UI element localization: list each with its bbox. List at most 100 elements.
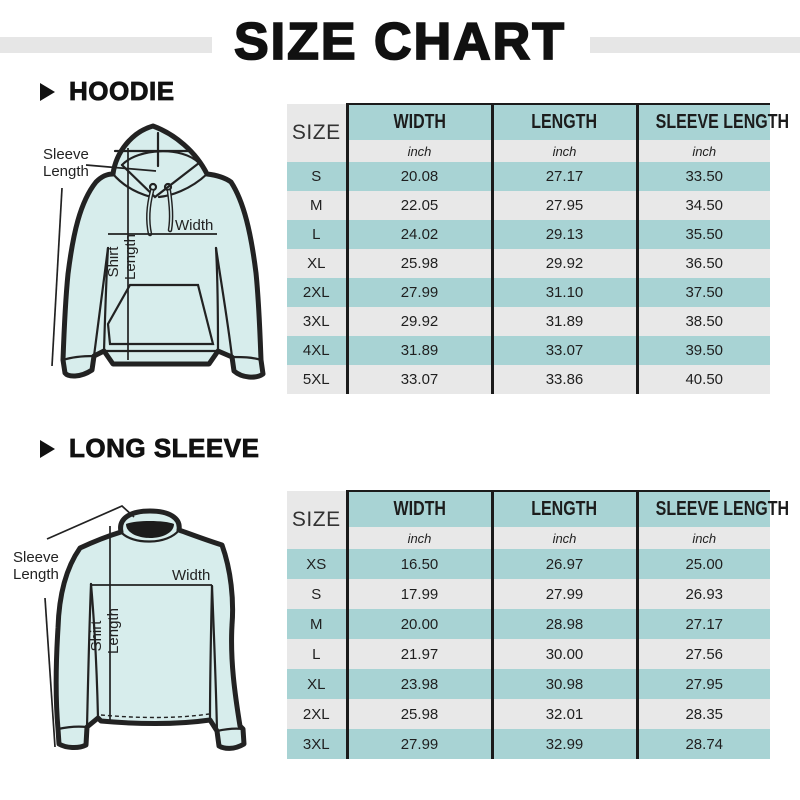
sleeve-length-cell: 26.93 bbox=[635, 579, 770, 609]
table-row: L 24.02 29.13 35.50 bbox=[287, 220, 770, 249]
size-cell: 3XL bbox=[287, 307, 347, 336]
width-cell: 22.05 bbox=[345, 191, 492, 220]
left-body-side-seam bbox=[89, 582, 100, 720]
sleeve-length-column-header: SLEEVE LENGTH bbox=[635, 103, 789, 140]
length-cell: 27.95 bbox=[490, 191, 637, 220]
unit-cell: inch bbox=[490, 140, 637, 162]
sleeve-length-label-line2: Length bbox=[13, 566, 59, 583]
hood-base-left-seam bbox=[111, 172, 153, 199]
sleeve-length-cell: 25.00 bbox=[635, 549, 770, 579]
size-cell: 2XL bbox=[287, 278, 347, 307]
length-cell: 30.98 bbox=[490, 669, 637, 699]
width-cell: 27.99 bbox=[345, 278, 492, 307]
length-cell: 27.17 bbox=[490, 162, 637, 191]
sleeve-length-cell: 34.50 bbox=[635, 191, 770, 220]
left-sleeve-inner-seam bbox=[85, 582, 93, 729]
hood-opening-seam bbox=[120, 161, 201, 199]
right-cuff-seam bbox=[230, 355, 263, 362]
length-cell: 33.07 bbox=[490, 336, 637, 365]
kangaroo-pocket bbox=[106, 283, 215, 346]
long-sleeve-section-heading: LONG SLEEVE bbox=[40, 433, 259, 464]
sleeve-length-cell: 36.50 bbox=[635, 249, 770, 278]
sleeve-length-cell: 35.50 bbox=[635, 220, 770, 249]
size-cell: XS bbox=[287, 549, 347, 579]
unit-cell: inch bbox=[490, 527, 637, 549]
size-cell: M bbox=[287, 609, 347, 639]
table-row: XL 25.98 29.92 36.50 bbox=[287, 249, 770, 278]
title-decor-bar-right bbox=[590, 37, 800, 53]
sleeve-length-column-header: SLEEVE LENGTH bbox=[635, 490, 789, 527]
inner-collar bbox=[126, 521, 174, 538]
table-row: 3XL 29.92 31.89 38.50 bbox=[287, 307, 770, 336]
width-cell: 33.07 bbox=[345, 365, 492, 394]
length-column-header: LENGTH bbox=[490, 103, 637, 140]
triangle-bullet-icon bbox=[40, 439, 55, 458]
table-row: XS 16.50 26.97 25.00 bbox=[287, 549, 770, 579]
width-cell: 27.99 bbox=[345, 729, 492, 759]
sleeve-length-cell: 38.50 bbox=[635, 307, 770, 336]
width-cell: 16.50 bbox=[345, 549, 492, 579]
right-drawstring-highlight bbox=[168, 190, 172, 231]
right-sleeve-inner-seam bbox=[210, 584, 219, 733]
sleeve-length-cell: 27.17 bbox=[635, 609, 770, 639]
table-row: 3XL 27.99 32.99 28.74 bbox=[287, 729, 770, 759]
long-sleeve-body-outline bbox=[53, 508, 247, 751]
length-column-header: LENGTH bbox=[490, 490, 637, 527]
long-sleeve-size-table: SIZE WIDTH LENGTH SLEEVE LENGTH inch inc… bbox=[287, 490, 789, 759]
long-sleeve-heading-label: LONG SLEEVE bbox=[69, 433, 260, 464]
sleeve-length-cell: 28.74 bbox=[635, 729, 770, 759]
triangle-bullet-icon bbox=[40, 82, 55, 101]
size-cell: XL bbox=[287, 669, 347, 699]
hoodie-body-outline bbox=[60, 123, 266, 380]
width-cell: 23.98 bbox=[345, 669, 492, 699]
size-cell: M bbox=[287, 191, 347, 220]
size-cell: S bbox=[287, 162, 347, 191]
length-cell: 31.89 bbox=[490, 307, 637, 336]
width-cell: 31.89 bbox=[345, 336, 492, 365]
title-decor-bar-left bbox=[0, 37, 212, 53]
long-sleeve-illustration: Sleeve Length Width Shirt Length bbox=[13, 504, 247, 751]
right-cuff-seam bbox=[215, 727, 245, 733]
width-cell: 29.92 bbox=[345, 307, 492, 336]
hood-base-right-seam bbox=[157, 172, 209, 199]
size-column-header: SIZE bbox=[287, 491, 347, 549]
unit-cell: inch bbox=[635, 527, 770, 549]
width-cell: 21.97 bbox=[345, 639, 492, 669]
hoodie-heading-label: HOODIE bbox=[69, 76, 175, 107]
length-cell: 31.10 bbox=[490, 278, 637, 307]
table-row: S 20.08 27.17 33.50 bbox=[287, 162, 770, 191]
unit-cell: inch bbox=[635, 140, 770, 162]
sleeve-length-cell: 27.56 bbox=[635, 639, 770, 669]
width-cell: 17.99 bbox=[345, 579, 492, 609]
length-cell: 28.98 bbox=[490, 609, 637, 639]
length-cell: 29.13 bbox=[490, 220, 637, 249]
size-cell: XL bbox=[287, 249, 347, 278]
size-cell: S bbox=[287, 579, 347, 609]
length-label: Length bbox=[122, 234, 139, 280]
hoodie-size-table: SIZE WIDTH LENGTH SLEEVE LENGTH inch inc… bbox=[287, 103, 789, 394]
table-row: M 22.05 27.95 34.50 bbox=[287, 191, 770, 220]
sleeve-length-cell: 40.50 bbox=[635, 365, 770, 394]
length-cell: 32.01 bbox=[490, 699, 637, 729]
hoodie-section-heading: HOODIE bbox=[40, 76, 175, 107]
width-column-header: WIDTH bbox=[345, 103, 492, 140]
length-cell: 30.00 bbox=[490, 639, 637, 669]
sleeve-length-label-line2: Length bbox=[43, 163, 89, 180]
sleeve-length-measure-line bbox=[51, 187, 63, 367]
unit-cell: inch bbox=[345, 140, 492, 162]
width-label: Width bbox=[175, 217, 213, 234]
shirt-label: Shirt bbox=[88, 620, 105, 652]
table-row: XL 23.98 30.98 27.95 bbox=[287, 669, 770, 699]
hoodie-illustration: Sleeve Length Width Shirt Length bbox=[43, 123, 266, 380]
length-cell: 33.86 bbox=[490, 365, 637, 394]
size-cell: L bbox=[287, 639, 347, 669]
width-cell: 25.98 bbox=[345, 249, 492, 278]
size-cell: 3XL bbox=[287, 729, 347, 759]
width-cell: 25.98 bbox=[345, 699, 492, 729]
right-body-side-seam bbox=[214, 246, 220, 353]
length-cell: 26.97 bbox=[490, 549, 637, 579]
left-sleeve-inner-seam bbox=[92, 246, 110, 358]
width-cell: 24.02 bbox=[345, 220, 492, 249]
length-cell: 27.99 bbox=[490, 579, 637, 609]
